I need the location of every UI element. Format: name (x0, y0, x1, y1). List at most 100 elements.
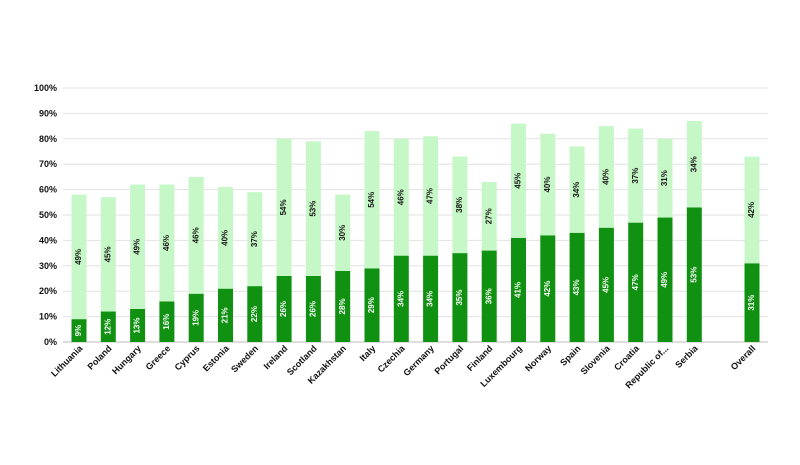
y-tick-label: 90% (39, 108, 57, 118)
bar-segment-light (393, 138, 409, 256)
x-tick-label: Spain (558, 343, 582, 367)
bar-segment-dark (569, 232, 585, 342)
bar-segment-dark (130, 308, 146, 342)
bar-segment-dark (540, 235, 556, 342)
bar-segment-dark (481, 250, 497, 342)
bar-segment-dark (335, 270, 351, 342)
x-tick-label: Croatia (612, 343, 642, 373)
bar-segment-dark (364, 268, 380, 342)
data-label: 34% (689, 156, 698, 172)
data-label: 41% (514, 282, 523, 298)
data-label: 42% (747, 202, 756, 218)
data-label: 31% (660, 170, 669, 186)
bar-segment-light (452, 156, 468, 254)
data-label: 34% (426, 291, 435, 307)
x-tick-label: Lithuania (49, 343, 85, 379)
bar-segment-dark (452, 253, 468, 342)
data-label: 31% (747, 295, 756, 311)
bar-segment-dark (159, 301, 175, 342)
bar-segment-light (218, 187, 233, 289)
data-label: 46% (162, 235, 171, 251)
y-tick-label: 0% (44, 337, 57, 347)
x-tick-label: Ireland (262, 343, 290, 371)
bar-segment-dark (218, 288, 233, 342)
data-label: 40% (221, 230, 230, 246)
x-tick-label: Slovenia (579, 343, 613, 377)
data-label: 34% (572, 182, 581, 198)
bar-segment-dark (744, 263, 760, 342)
x-tick-label: Serbia (673, 343, 700, 370)
y-tick-label: 80% (39, 134, 57, 144)
data-label: 43% (572, 279, 581, 295)
x-tick-label: Sweden (229, 343, 260, 374)
x-tick-label: Germany (401, 343, 436, 378)
data-label: 54% (279, 199, 288, 215)
y-tick-label: 70% (39, 159, 57, 169)
bar-segment-light (744, 156, 760, 264)
bar-segment-light (569, 146, 585, 233)
bar-segment-light (364, 131, 380, 269)
data-label: 37% (250, 231, 259, 247)
bar-segment-light (540, 133, 556, 236)
bar-segment-light (276, 138, 292, 276)
bar-segment-light (481, 181, 497, 251)
bar-segment-light (130, 184, 146, 309)
data-label: 46% (396, 189, 405, 205)
data-label: 42% (543, 281, 552, 297)
data-label: 38% (455, 197, 464, 213)
bar-segment-light (686, 121, 702, 208)
bar-segment-light (335, 194, 351, 271)
bar-segment-light (159, 184, 175, 302)
bar-segment-dark (100, 311, 116, 342)
bar-segment-dark (305, 275, 321, 342)
y-tick-label: 20% (39, 286, 57, 296)
data-label: 49% (660, 272, 669, 288)
bar-segment-dark (188, 293, 204, 342)
bar-segment-light (305, 141, 321, 276)
bar-segment-light (657, 138, 673, 218)
x-tick-label: Estonia (201, 343, 232, 374)
data-label: 22% (250, 306, 259, 322)
data-label: 54% (367, 192, 376, 208)
data-label: 49% (133, 239, 142, 255)
data-label: 21% (221, 307, 230, 323)
data-label: 26% (309, 301, 318, 317)
x-tick-label: Norway (523, 343, 553, 373)
data-label: 26% (279, 301, 288, 317)
bar-segment-dark (598, 227, 614, 342)
data-label: 40% (543, 177, 552, 193)
bar-segment-light (423, 136, 439, 256)
data-label: 37% (631, 168, 640, 184)
data-label: 28% (338, 298, 347, 314)
data-label: 9% (74, 325, 83, 337)
x-tick-label: Finland (465, 343, 495, 373)
bar-segment-light (628, 128, 644, 223)
bar-segment-dark (423, 255, 439, 342)
data-label: 36% (484, 288, 493, 304)
data-label: 49% (74, 249, 83, 265)
data-label: 45% (602, 277, 611, 293)
data-label: 53% (309, 201, 318, 217)
data-label: 35% (455, 290, 464, 306)
y-tick-label: 30% (39, 261, 57, 271)
bar-segment-dark (393, 255, 409, 342)
x-tick-label: Greece (144, 343, 173, 372)
data-label: 29% (367, 297, 376, 313)
x-tick-label: Hungary (110, 343, 143, 376)
bar-segment-dark (276, 275, 292, 342)
y-tick-label: 40% (39, 235, 57, 245)
data-label: 27% (484, 208, 493, 224)
bar-segment-light (247, 192, 263, 287)
data-label: 45% (103, 246, 112, 262)
data-label: 53% (689, 267, 698, 283)
bar-segment-dark (657, 217, 673, 342)
bar-segment-light (598, 126, 614, 228)
data-label: 34% (396, 291, 405, 307)
y-tick-label: 60% (39, 185, 57, 195)
bar-segment-light (71, 194, 87, 320)
bar-segment-light (511, 123, 526, 238)
data-label: 46% (191, 227, 200, 243)
y-tick-label: 50% (39, 210, 57, 220)
data-label: 12% (103, 319, 112, 335)
